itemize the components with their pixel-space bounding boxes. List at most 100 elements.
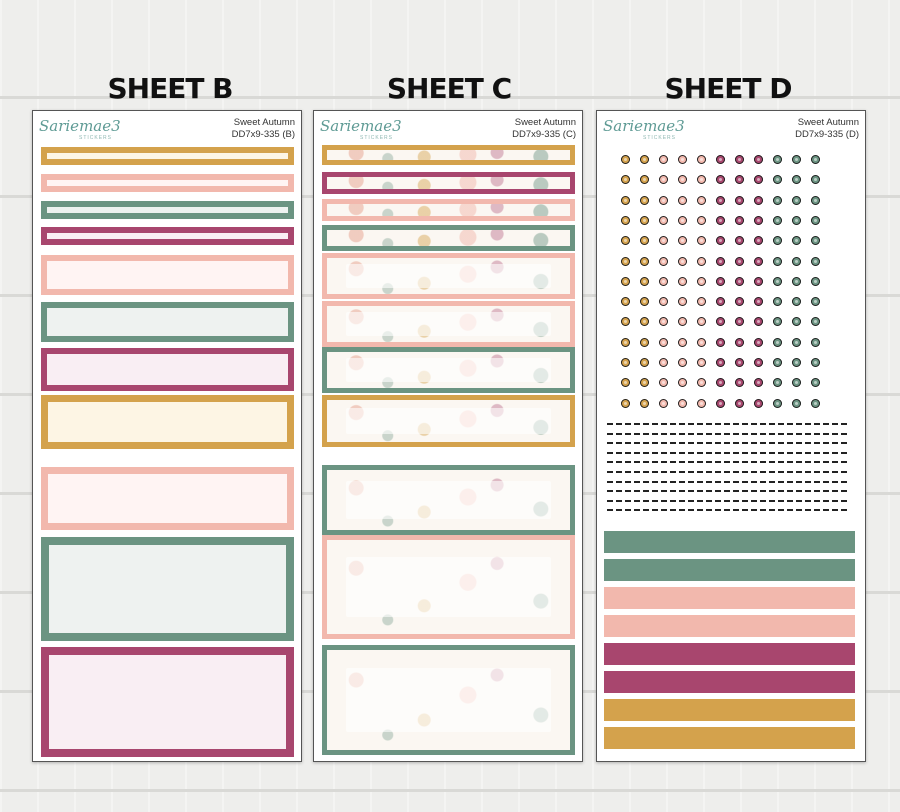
- flower-dot-sticker: [697, 215, 706, 225]
- sheet-code: DD7x9-335 (B): [231, 129, 295, 140]
- flower-dot-sticker: [735, 398, 744, 408]
- flower-dot-sticker: [640, 358, 649, 367]
- dashed-line-sticker: [607, 499, 850, 502]
- flower-dot-sticker: [792, 378, 801, 388]
- writing-area: [346, 668, 551, 732]
- flower-dot-sticker: [811, 256, 820, 266]
- dashed-line-sticker: [607, 442, 850, 445]
- flower-dot-sticker: [735, 256, 744, 266]
- dashed-line-sticker: [607, 432, 850, 435]
- flower-dot-sticker: [716, 175, 725, 185]
- flower-dot-sticker: [716, 317, 725, 327]
- flower-dot-sticker: [640, 256, 649, 266]
- flower-dot-sticker: [640, 276, 649, 286]
- sticker-box: [41, 255, 294, 295]
- flower-dot-sticker: [792, 175, 801, 185]
- sheet-meta: Sweet Autumn DD7x9-335 (C): [512, 117, 576, 141]
- flower-dot-sticker: [811, 155, 820, 164]
- flower-dot-sticker: [773, 317, 782, 327]
- flower-dot-sticker: [773, 337, 782, 347]
- flower-dot-sticker: [621, 297, 630, 307]
- flower-dot-sticker: [659, 337, 668, 347]
- flower-dot-sticker: [659, 195, 668, 205]
- flower-dot-sticker: [678, 276, 687, 286]
- sheet-b-title: SHEET B: [107, 72, 233, 105]
- flower-dot-sticker: [621, 195, 630, 205]
- flower-dot-sticker: [621, 358, 630, 367]
- flower-dot-sticker: [621, 378, 630, 388]
- floral-sticker-box: [322, 199, 575, 221]
- flower-dot-sticker: [640, 195, 649, 205]
- flower-dot-sticker: [716, 215, 725, 225]
- sheet-meta: Sweet Autumn DD7x9-335 (D): [795, 117, 859, 141]
- flower-dot-sticker: [659, 175, 668, 185]
- floral-sticker-box: [322, 465, 575, 535]
- dashed-line-sticker: [607, 480, 850, 483]
- sheet-name: Sweet Autumn: [797, 117, 859, 128]
- flower-dot-sticker: [735, 276, 744, 286]
- sticker-box: [41, 467, 294, 530]
- flower-dot-sticker: [735, 297, 744, 307]
- flower-dot-sticker: [697, 256, 706, 266]
- flower-dot-sticker: [640, 337, 649, 347]
- writing-area: [346, 480, 551, 520]
- flower-dot-sticker: [735, 215, 744, 225]
- floral-sticker-box: [322, 347, 575, 393]
- dashed-line-sticker: [607, 461, 850, 464]
- flower-dot-sticker: [678, 155, 687, 164]
- flower-dot-sticker: [754, 215, 763, 225]
- flower-dot-sticker: [754, 175, 763, 185]
- flower-dot-sticker: [773, 195, 782, 205]
- flower-dot-sticker: [697, 195, 706, 205]
- brand-subtitle: STICKERS: [643, 135, 677, 141]
- flower-dot-sticker: [773, 358, 782, 367]
- floral-sticker-box: [322, 225, 575, 251]
- sheet-name: Sweet Autumn: [233, 117, 295, 128]
- flower-dot-sticker: [678, 256, 687, 266]
- flower-dot-sticker: [792, 358, 801, 367]
- flower-dot-sticker: [659, 215, 668, 225]
- flower-dot-sticker: [811, 358, 820, 367]
- flower-dot-sticker: [773, 215, 782, 225]
- dashed-line-sticker: [607, 471, 850, 473]
- flower-dot-sticker: [659, 256, 668, 266]
- sticker-sheet-b: Sariemae3 STICKERS Sweet Autumn DD7x9-33…: [32, 110, 302, 762]
- dashed-line-sticker: [607, 490, 850, 493]
- flower-dot-sticker: [697, 337, 706, 347]
- sticker-box: [41, 227, 294, 245]
- flower-dot-sticker: [773, 236, 782, 246]
- flower-dot-sticker: [773, 256, 782, 266]
- flower-dot-sticker: [659, 378, 668, 388]
- flower-dot-sticker: [773, 276, 782, 286]
- flower-dot-sticker: [754, 398, 763, 408]
- flower-dot-sticker: [678, 358, 687, 367]
- flower-dot-sticker: [640, 215, 649, 225]
- color-strip-sticker: [604, 727, 855, 749]
- sticker-box: [41, 302, 294, 342]
- flower-dot-sticker: [659, 398, 668, 408]
- flower-dot-sticker: [754, 195, 763, 205]
- sticker-box: [41, 537, 294, 641]
- flower-dot-sticker: [754, 297, 763, 307]
- flower-dot-sticker: [678, 215, 687, 225]
- flower-dot-sticker: [735, 236, 744, 246]
- flower-dot-sticker: [716, 236, 725, 246]
- flower-dot-sticker: [735, 317, 744, 327]
- sticker-box: [41, 147, 294, 165]
- flower-dot-sticker: [640, 155, 649, 164]
- sheet-name: Sweet Autumn: [514, 117, 576, 128]
- sheet-c-title: SHEET C: [386, 72, 512, 105]
- sticker-box: [41, 201, 294, 219]
- flower-dot-sticker: [659, 155, 668, 164]
- flower-dot-sticker: [811, 215, 820, 225]
- flower-dot-sticker: [792, 317, 801, 327]
- flower-dot-sticker: [678, 195, 687, 205]
- color-strip-sticker: [604, 587, 855, 609]
- brand-subtitle: STICKERS: [79, 135, 113, 141]
- flower-dot-sticker: [640, 398, 649, 408]
- flower-dot-sticker: [716, 398, 725, 408]
- flower-dot-sticker: [640, 175, 649, 185]
- floral-sticker-box: [322, 253, 575, 299]
- flower-dot-sticker: [621, 398, 630, 408]
- flower-dot-sticker: [716, 276, 725, 286]
